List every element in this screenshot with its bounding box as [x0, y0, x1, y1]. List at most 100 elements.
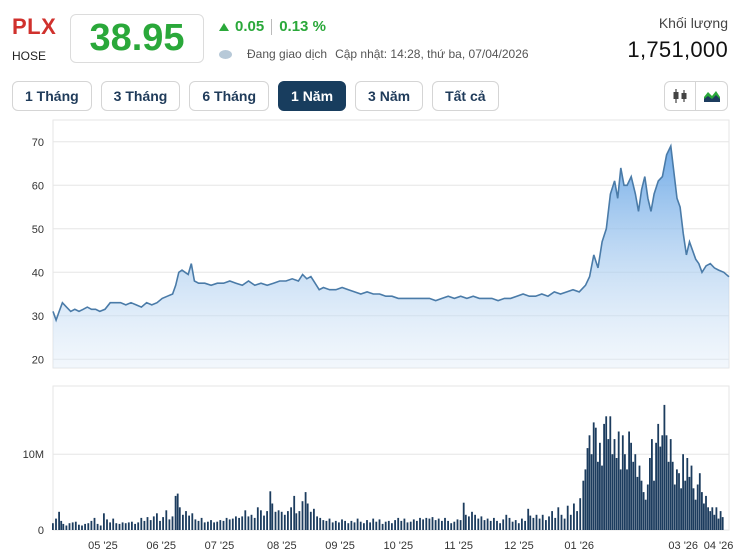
- volume-bar: [601, 465, 603, 530]
- volume-bar: [573, 503, 575, 530]
- volume-bar: [241, 516, 244, 530]
- volume-bar: [250, 514, 253, 530]
- volume-bar: [676, 469, 678, 530]
- x-axis: 05 '25 06 '25 07 '25 08 '25 09 '25 10 '25 11 '…: [88, 540, 733, 552]
- volume-bar: [505, 514, 508, 530]
- volume-bar: [134, 523, 136, 530]
- volume-bar: [636, 476, 639, 530]
- volume-bar: [416, 520, 418, 530]
- volume-bar: [514, 520, 517, 530]
- volume-bar: [493, 517, 495, 530]
- volume-bar: [118, 523, 121, 530]
- volume-bar: [621, 435, 624, 530]
- price-tick-label: 20: [32, 354, 44, 366]
- volume-bar: [590, 454, 593, 530]
- tab-1-year[interactable]: 1 Năm: [278, 81, 347, 111]
- volume-bar: [347, 523, 350, 530]
- volume-tick-label: 10M: [23, 449, 44, 461]
- tab-3-years[interactable]: 3 Năm: [355, 81, 424, 111]
- x-tick-label: 05 '25: [88, 540, 118, 552]
- volume-bar: [99, 525, 102, 530]
- volume-bar: [527, 508, 530, 530]
- volume-bar: [131, 521, 133, 530]
- volume-bar: [663, 404, 666, 530]
- volume-bar: [71, 522, 74, 530]
- volume-bar: [152, 516, 155, 530]
- volume-bar: [65, 525, 68, 530]
- candlestick-icon: [673, 89, 687, 103]
- volume-bar: [419, 517, 421, 530]
- volume-bar: [266, 511, 268, 530]
- status-dot-icon: [219, 49, 232, 59]
- volume-bar: [444, 517, 446, 530]
- volume-bar: [338, 522, 340, 530]
- volume-bar: [93, 517, 96, 530]
- tab-6-months[interactable]: 6 Tháng: [189, 81, 270, 111]
- volume-bar: [140, 517, 143, 530]
- volume-bar: [431, 517, 434, 530]
- volume-bar: [453, 521, 456, 530]
- volume-bar: [213, 522, 215, 530]
- volume-bar: [372, 518, 375, 530]
- area-chart-button[interactable]: [696, 81, 728, 111]
- volume-bar: [450, 523, 453, 530]
- volume-bar: [713, 514, 716, 530]
- volume-bar: [632, 461, 635, 530]
- tab-3-months[interactable]: 3 Tháng: [100, 81, 181, 111]
- tab-1-month[interactable]: 1 Tháng: [12, 81, 92, 111]
- volume-bar: [115, 523, 118, 530]
- volume-bar: [384, 521, 387, 530]
- volume-bar: [103, 513, 105, 530]
- volume-bar: [146, 517, 149, 530]
- tab-all[interactable]: Tất cả: [432, 81, 499, 111]
- exchange-label: HOSE: [12, 49, 47, 63]
- candlestick-chart-button[interactable]: [664, 81, 696, 111]
- volume-bar: [456, 519, 459, 530]
- volume-bar: [521, 518, 523, 530]
- volume-bar: [228, 519, 231, 530]
- trading-status: Đang giao dịch: [247, 47, 328, 61]
- volume-bar: [203, 522, 206, 530]
- volume-bar: [269, 491, 272, 530]
- volume-bar: [651, 439, 653, 530]
- volume-bar: [665, 435, 668, 530]
- volume-bar: [554, 517, 557, 530]
- volume-bar: [659, 446, 662, 530]
- volume-bar: [256, 507, 259, 530]
- volume-bar: [222, 520, 225, 530]
- volume-bar: [638, 465, 641, 530]
- volume-bar: [84, 523, 86, 530]
- volume-bar: [185, 511, 187, 530]
- volume-bar: [391, 523, 393, 530]
- volume-bar: [58, 511, 60, 530]
- volume-bar: [244, 510, 247, 530]
- volume-bar: [551, 511, 553, 530]
- volume-bar: [274, 511, 277, 530]
- volume-bar: [174, 495, 177, 530]
- volume-bar: [290, 507, 292, 530]
- volume-bar: [412, 519, 415, 530]
- volume-bar: [613, 439, 616, 530]
- volume-bar: [127, 522, 130, 530]
- x-tick-label: 11 '25: [444, 540, 473, 552]
- volume-bar: [210, 520, 212, 530]
- volume-bar: [619, 469, 622, 530]
- volume-bar: [511, 521, 514, 530]
- volume-bar: [684, 480, 687, 530]
- volume-bar: [400, 520, 403, 530]
- volume-bar: [563, 518, 566, 530]
- volume-bar: [403, 518, 406, 530]
- volume-bar: [306, 503, 309, 530]
- volume-bar: [644, 499, 647, 530]
- volume-bar: [682, 454, 684, 530]
- volume-bar: [480, 516, 483, 530]
- volume-bar: [688, 476, 691, 530]
- volume-bar: [381, 523, 384, 530]
- volume-bar: [81, 525, 83, 530]
- volume-bar: [106, 519, 108, 530]
- volume-bars: [52, 404, 724, 530]
- volume-bar: [298, 511, 301, 530]
- volume-bar: [566, 505, 569, 530]
- volume-bar: [162, 517, 164, 530]
- volume-bar: [260, 510, 262, 530]
